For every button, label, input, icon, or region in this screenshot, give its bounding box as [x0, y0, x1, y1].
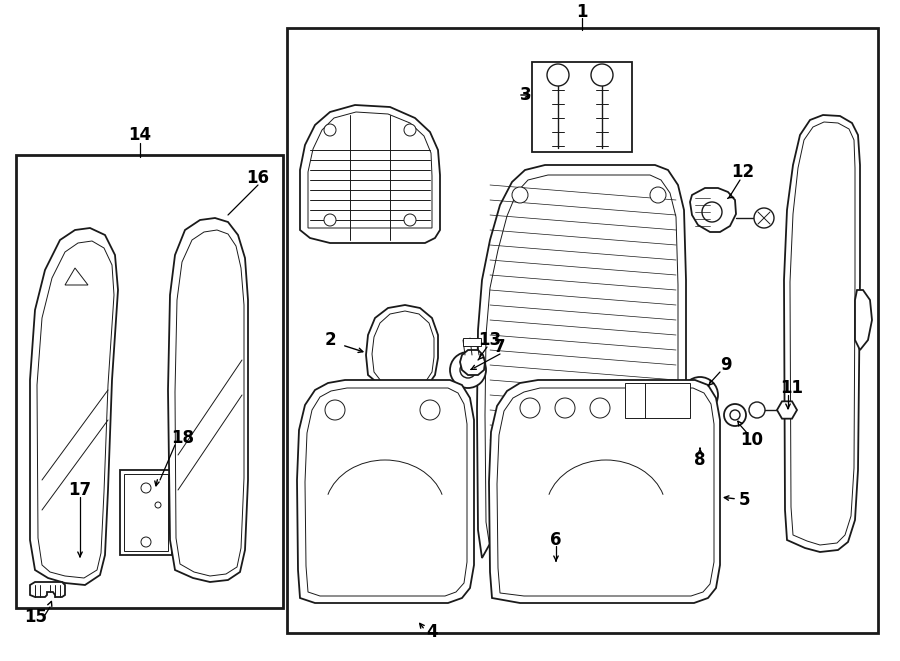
Text: 17: 17 [68, 481, 92, 499]
Circle shape [591, 64, 613, 86]
Circle shape [749, 402, 765, 418]
Circle shape [155, 502, 161, 508]
Circle shape [141, 483, 151, 493]
Polygon shape [855, 290, 872, 350]
Polygon shape [777, 401, 797, 418]
Circle shape [702, 202, 722, 222]
Polygon shape [485, 175, 678, 554]
Text: 9: 9 [720, 356, 732, 374]
Circle shape [650, 532, 666, 548]
Bar [625, 383, 690, 418]
Polygon shape [175, 230, 244, 576]
Text: 10: 10 [741, 431, 763, 449]
Text: 6: 6 [550, 531, 562, 549]
Bar [532, 62, 632, 152]
Bar [120, 470, 172, 555]
Circle shape [520, 398, 540, 418]
Circle shape [512, 532, 528, 548]
Text: 12: 12 [732, 163, 754, 181]
Polygon shape [477, 165, 686, 562]
Bar [463, 338, 481, 346]
Polygon shape [300, 105, 440, 243]
Text: 16: 16 [247, 169, 269, 187]
Polygon shape [168, 218, 248, 582]
Polygon shape [297, 380, 474, 603]
Polygon shape [690, 188, 736, 232]
Polygon shape [790, 122, 855, 545]
Polygon shape [460, 350, 485, 375]
Circle shape [404, 124, 416, 136]
Text: 8: 8 [694, 451, 706, 469]
Text: 4: 4 [427, 623, 437, 641]
Circle shape [590, 398, 610, 418]
Polygon shape [497, 388, 714, 596]
Polygon shape [366, 305, 438, 390]
Circle shape [404, 214, 416, 226]
Polygon shape [30, 582, 65, 597]
Text: 14: 14 [129, 126, 151, 144]
Circle shape [141, 537, 151, 547]
Polygon shape [65, 268, 88, 285]
Polygon shape [37, 241, 114, 578]
Bar [692, 418, 710, 448]
Circle shape [650, 187, 666, 203]
Circle shape [420, 400, 440, 420]
Polygon shape [489, 380, 720, 603]
Circle shape [724, 404, 746, 426]
Polygon shape [372, 311, 434, 385]
Polygon shape [30, 228, 118, 585]
Polygon shape [308, 112, 432, 228]
Text: 7: 7 [494, 338, 506, 356]
Circle shape [555, 398, 575, 418]
Polygon shape [305, 388, 467, 596]
Circle shape [682, 377, 718, 413]
Bar [124, 474, 168, 551]
Text: 18: 18 [172, 429, 194, 447]
Circle shape [692, 387, 708, 403]
Circle shape [324, 124, 336, 136]
Text: 5: 5 [739, 491, 751, 509]
Text: 1: 1 [576, 3, 588, 21]
Text: 3: 3 [520, 86, 532, 104]
Circle shape [547, 64, 569, 86]
Circle shape [325, 400, 345, 420]
Circle shape [324, 214, 336, 226]
Text: 13: 13 [479, 331, 501, 349]
Text: 2: 2 [324, 331, 336, 349]
Circle shape [450, 352, 486, 388]
Circle shape [730, 410, 740, 420]
Polygon shape [784, 115, 860, 552]
Circle shape [512, 187, 528, 203]
Bar [287, 28, 878, 633]
Text: 11: 11 [780, 379, 804, 397]
Circle shape [460, 362, 476, 378]
Circle shape [754, 208, 774, 228]
Bar [490, 558, 690, 583]
Text: 15: 15 [24, 608, 48, 626]
Bar [16, 155, 283, 608]
